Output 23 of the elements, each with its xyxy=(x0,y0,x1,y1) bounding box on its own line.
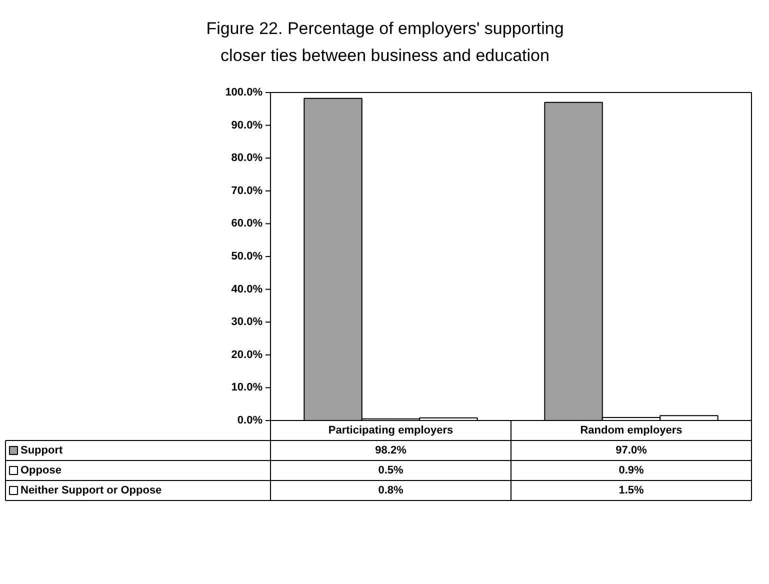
data-label: 1.5% xyxy=(618,484,644,496)
y-tick-label: 30.0% xyxy=(231,316,263,328)
y-tick-label: 20.0% xyxy=(231,348,263,361)
y-tick-label: 60.0% xyxy=(231,218,263,230)
data-label: 0.9% xyxy=(618,464,644,476)
y-tick-label: 50.0% xyxy=(231,250,263,262)
x-tick-label: Random employers xyxy=(580,424,682,436)
legend-label: Support xyxy=(20,444,63,456)
legend-label: Oppose xyxy=(20,464,62,476)
y-tick-label: 10.0% xyxy=(231,382,263,394)
data-label: 0.5% xyxy=(378,464,404,476)
y-tick-label: 80.0% xyxy=(231,152,263,164)
y-tick-label: 100.0% xyxy=(225,86,263,98)
y-tick-label: 0.0% xyxy=(237,414,263,426)
y-tick-label: 90.0% xyxy=(231,119,263,132)
y-tick-label: 40.0% xyxy=(231,283,263,296)
x-tick-label: Participating employers xyxy=(328,424,454,436)
y-tick-label: 70.0% xyxy=(231,184,263,197)
legend-label: Neither Support or Oppose xyxy=(20,484,162,496)
data-label: 98.2% xyxy=(375,444,407,456)
data-label: 0.8% xyxy=(378,484,404,496)
data-label: 97.0% xyxy=(616,444,648,456)
chart-title: Figure 22. Percentage of employers' supporting closer ties between business and education xyxy=(206,19,564,65)
